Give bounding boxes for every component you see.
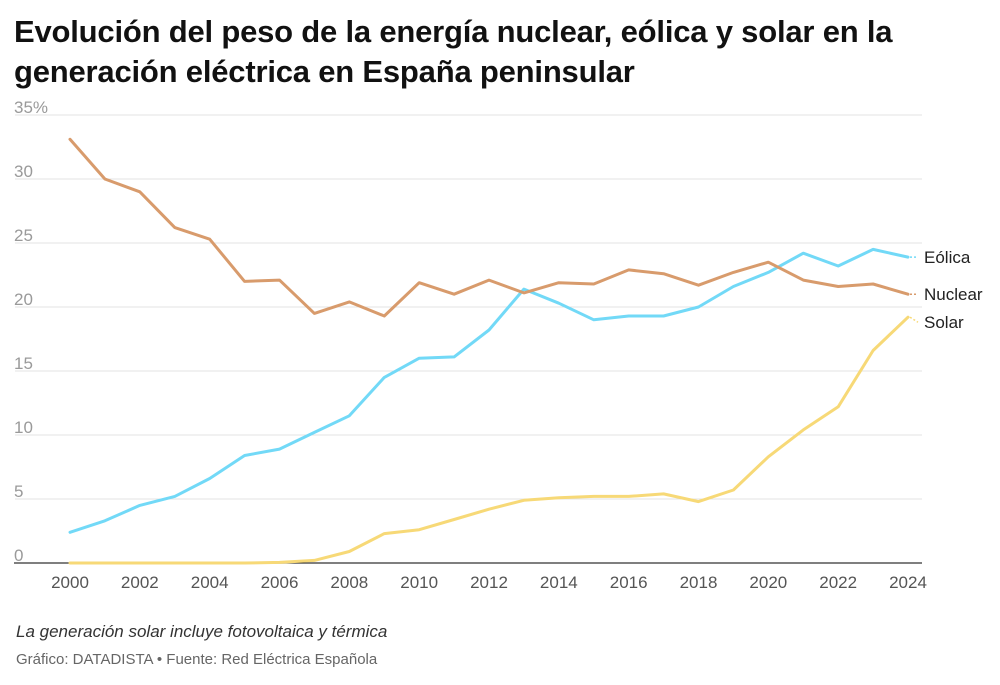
series-label: Nuclear	[924, 285, 983, 304]
series-labels: Eólica Nuclear Solar	[909, 248, 983, 332]
x-tick-label: 2002	[121, 573, 159, 592]
x-tick-label: 2004	[191, 573, 229, 592]
x-tick-label: 2006	[261, 573, 299, 592]
series-lines	[68, 137, 910, 565]
x-tick-label: 2000	[51, 573, 89, 592]
x-tick-label: 2022	[819, 573, 857, 592]
x-tick-label: 2010	[400, 573, 438, 592]
line-chart: 0 5 10 15 20 25 30 35% 2000 2002 2004 2006 2008 2010 2…	[14, 98, 983, 592]
axes: 0 5 10 15 20 25 30 35% 2000 2002 2004 2006 2008 2010 2…	[14, 98, 927, 592]
x-tick-label: 2020	[749, 573, 787, 592]
x-tick-label: 2024	[889, 573, 927, 592]
y-tick-label: 25	[14, 226, 33, 245]
y-tick-label: 0	[14, 546, 23, 565]
chart-title: Evolución del peso de la energía nuclear…	[14, 14, 893, 89]
series-label-leader	[909, 316, 919, 323]
y-tick-label: 5	[14, 482, 23, 501]
y-tick-label: 35%	[14, 98, 48, 117]
x-tick-label: 2016	[610, 573, 648, 592]
x-tick-label: 2012	[470, 573, 508, 592]
y-tick-label: 30	[14, 162, 33, 181]
series-line-nuclear	[68, 137, 910, 318]
chart-note: La generación solar incluye fotovoltaica…	[16, 622, 388, 641]
x-tick-label: 2018	[680, 573, 718, 592]
chart-credit: Gráfico: DATADISTA • Fuente: Red Eléctri…	[16, 651, 378, 668]
series-line-eólica	[68, 247, 910, 534]
series-label: Eólica	[924, 248, 971, 267]
x-tick-label: 2014	[540, 573, 578, 592]
series-label: Solar	[924, 313, 964, 332]
y-tick-label: 15	[14, 354, 33, 373]
x-tick-label: 2008	[330, 573, 368, 592]
y-tick-label: 10	[14, 418, 33, 437]
series-line-solar	[68, 315, 910, 565]
y-tick-label: 20	[14, 290, 33, 309]
